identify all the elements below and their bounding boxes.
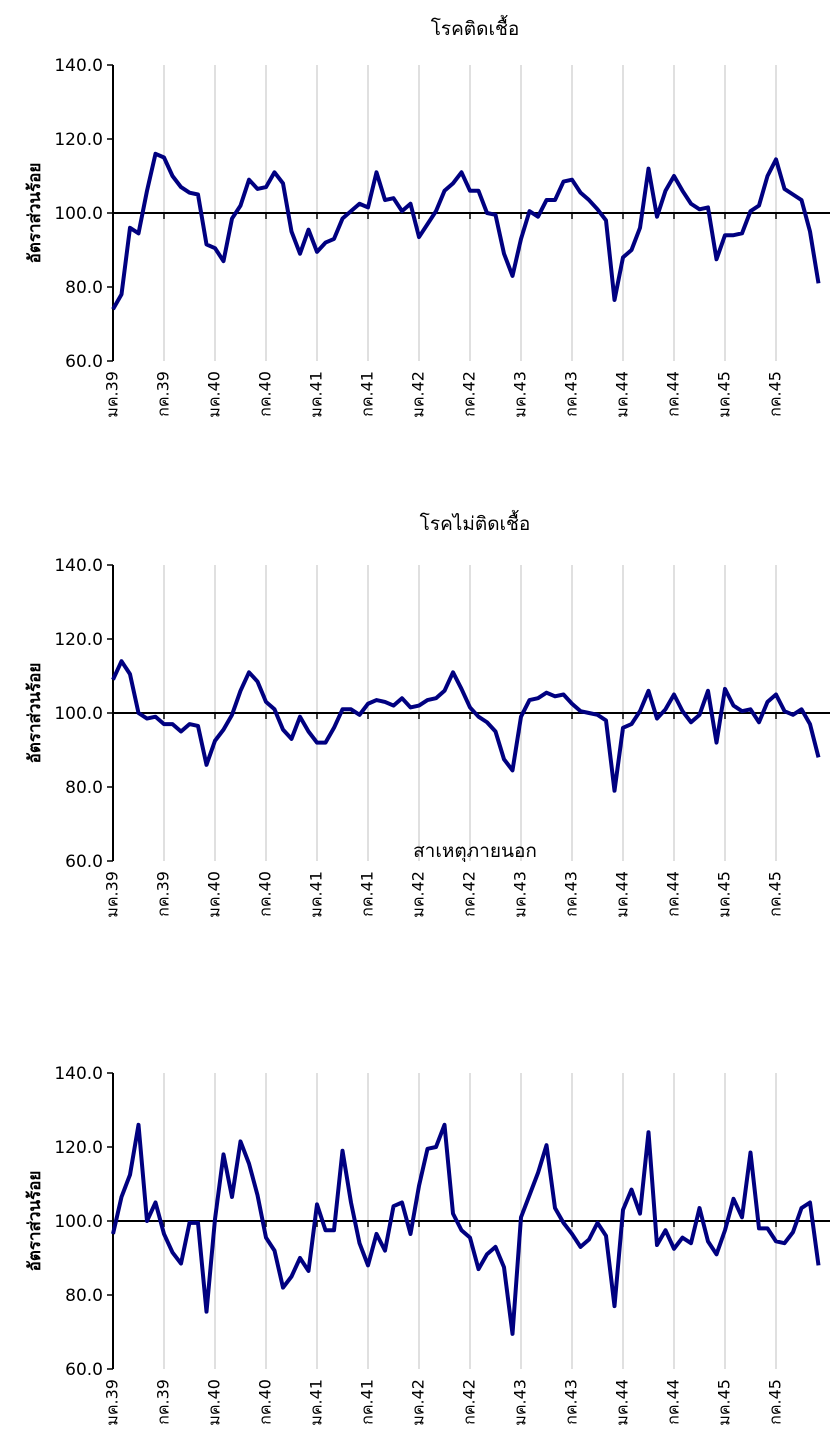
- y-tick-label: 120.0: [54, 1138, 103, 1158]
- chart-title: สาเหตุภายนอก: [413, 840, 537, 863]
- x-tick-label: กค.45: [766, 371, 785, 417]
- x-tick-label: มค.41: [307, 1379, 326, 1426]
- y-tick-label: 100.0: [54, 204, 103, 224]
- y-tick-label: 140.0: [54, 1064, 103, 1084]
- x-tick-label: มค.41: [307, 871, 326, 918]
- series-line: [111, 659, 821, 793]
- series-line: [111, 151, 821, 311]
- y-tick-label: 140.0: [54, 56, 103, 76]
- y-tick-label: 60.0: [65, 352, 103, 372]
- y-tick-label: 120.0: [54, 630, 103, 650]
- x-tick-label: มค.44: [613, 871, 632, 918]
- x-tick-label: กค.42: [460, 371, 479, 417]
- y-axis-label: อัตราส่วนร้อย: [25, 663, 45, 764]
- x-tick-label: มค.45: [715, 871, 734, 918]
- x-tick-label: มค.39: [103, 1379, 122, 1426]
- x-tick-label: มค.40: [205, 871, 224, 918]
- x-tick-label: กค.43: [562, 871, 581, 917]
- x-tick-label: กค.39: [154, 871, 173, 917]
- x-tick-label: มค.42: [409, 371, 428, 418]
- x-tick-label: กค.43: [562, 1379, 581, 1425]
- y-tick-label: 140.0: [54, 556, 103, 576]
- y-tick-label: 60.0: [65, 1360, 103, 1380]
- y-tick-label: 80.0: [65, 778, 103, 798]
- x-tick-label: มค.45: [715, 1379, 734, 1426]
- series-line: [111, 1122, 821, 1336]
- x-tick-label: กค.41: [358, 871, 377, 917]
- x-tick-label: มค.44: [613, 1379, 632, 1426]
- x-tick-label: กค.40: [256, 871, 275, 917]
- x-tick-label: กค.44: [664, 1379, 683, 1425]
- x-tick-label: มค.42: [409, 1379, 428, 1426]
- x-tick-label: มค.42: [409, 871, 428, 918]
- x-tick-label: มค.40: [205, 1379, 224, 1426]
- y-tick-label: 120.0: [54, 130, 103, 150]
- x-tick-label: กค.44: [664, 371, 683, 417]
- x-tick-label: กค.40: [256, 1379, 275, 1425]
- x-tick-label: มค.40: [205, 371, 224, 418]
- x-tick-label: กค.41: [358, 371, 377, 417]
- x-tick-label: มค.44: [613, 371, 632, 418]
- x-tick-label: กค.41: [358, 1379, 377, 1425]
- x-tick-label: มค.41: [307, 371, 326, 418]
- y-tick-label: 100.0: [54, 1212, 103, 1232]
- x-tick-label: มค.43: [511, 871, 530, 918]
- x-tick-label: มค.39: [103, 371, 122, 418]
- x-tick-label: กค.40: [256, 371, 275, 417]
- x-tick-label: กค.42: [460, 871, 479, 917]
- x-tick-label: กค.44: [664, 871, 683, 917]
- x-tick-label: กค.39: [154, 371, 173, 417]
- y-tick-label: 80.0: [65, 1286, 103, 1306]
- x-tick-label: กค.45: [766, 1379, 785, 1425]
- y-axis-label: อัตราส่วนร้อย: [25, 1171, 45, 1272]
- x-tick-label: กค.45: [766, 871, 785, 917]
- y-axis-label: อัตราส่วนร้อย: [25, 163, 45, 264]
- y-tick-label: 60.0: [65, 852, 103, 872]
- y-tick-label: 80.0: [65, 278, 103, 298]
- x-tick-label: มค.39: [103, 871, 122, 918]
- x-tick-label: มค.43: [511, 371, 530, 418]
- chart-title: โรคติดเชื้อ: [431, 15, 520, 40]
- x-tick-label: กค.42: [460, 1379, 479, 1425]
- y-tick-label: 100.0: [54, 704, 103, 724]
- x-tick-label: กค.43: [562, 371, 581, 417]
- x-tick-label: มค.43: [511, 1379, 530, 1426]
- chart-title: โรคไม่ติดเชื้อ: [420, 510, 531, 535]
- x-tick-label: มค.45: [715, 371, 734, 418]
- x-tick-label: กค.39: [154, 1379, 173, 1425]
